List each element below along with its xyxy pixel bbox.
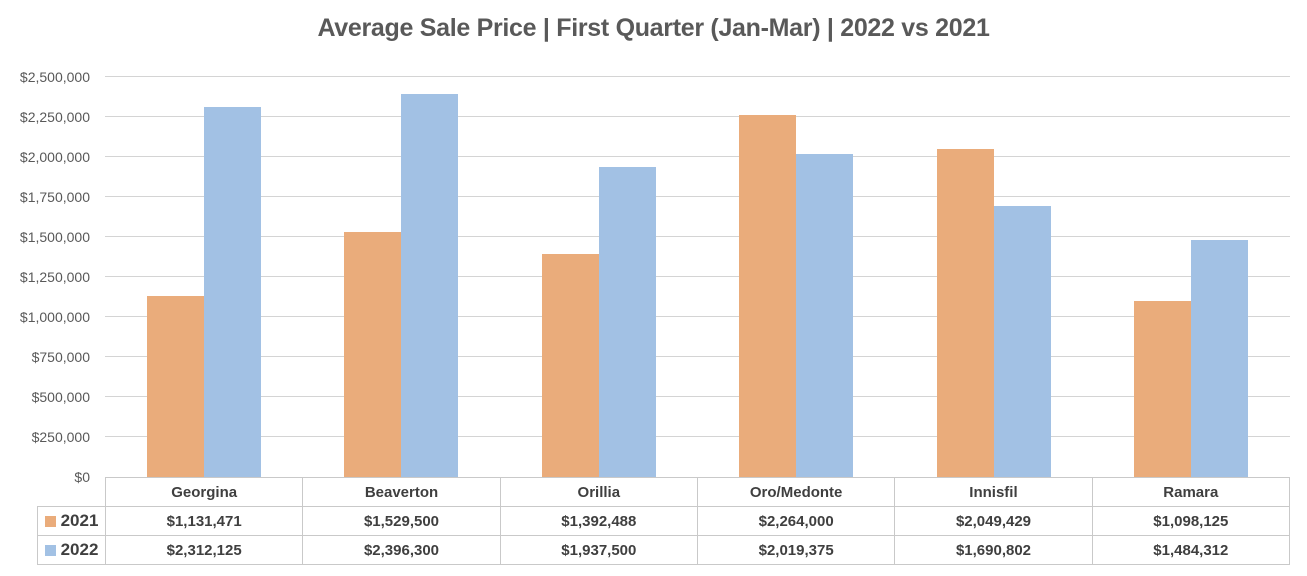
value-2022-innisfil: $1,690,802 xyxy=(894,535,1093,565)
bar-2021-orillia xyxy=(541,254,599,477)
bar-group-orillia xyxy=(500,77,698,477)
bar-2022-innisfil xyxy=(993,206,1051,477)
bar-2021-oro-medonte xyxy=(739,115,797,477)
gridline xyxy=(105,316,1290,317)
value-2022-beaverton: $2,396,300 xyxy=(302,535,501,565)
y-axis-tick-label: $2,250,000 xyxy=(19,109,90,125)
bar-group-ramara xyxy=(1093,77,1291,477)
bar-2021-innisfil xyxy=(936,149,994,477)
gridline xyxy=(105,236,1290,237)
legend-key-2022: 2022 xyxy=(37,535,106,565)
value-2021-orillia: $1,392,488 xyxy=(499,506,698,536)
legend-label-2022: 2022 xyxy=(60,540,99,559)
y-axis-tick-label: $0 xyxy=(74,469,90,485)
y-axis-tick-label: $250,000 xyxy=(31,429,90,445)
table-header-row: Georgina Beaverton Orillia Oro/Medonte Innis… xyxy=(38,477,1291,507)
category-header-orillia: Orillia xyxy=(499,477,698,507)
value-2021-ramara: $1,098,125 xyxy=(1091,506,1291,536)
gridline xyxy=(105,76,1290,77)
legend-swatch-2021 xyxy=(44,516,56,527)
y-axis-tick-label: $1,500,000 xyxy=(19,229,90,245)
legend-swatch-2022 xyxy=(44,545,56,556)
legend-label-2021: 2021 xyxy=(60,511,99,530)
table-corner-empty xyxy=(38,478,106,507)
bar-2022-orillia xyxy=(598,167,656,477)
gridline xyxy=(105,156,1290,157)
bar-2022-georgina xyxy=(203,107,261,477)
value-2021-beaverton: $1,529,500 xyxy=(302,506,501,536)
gridline xyxy=(105,116,1290,117)
value-2022-georgina: $2,312,125 xyxy=(104,535,304,565)
data-table: Georgina Beaverton Orillia Oro/Medonte Innis… xyxy=(37,477,1291,565)
bar-group-georgina xyxy=(105,77,303,477)
gridline xyxy=(105,276,1290,277)
gridline xyxy=(105,356,1290,357)
value-2021-oro-medonte: $2,264,000 xyxy=(696,506,896,536)
category-header-georgina: Georgina xyxy=(104,477,304,507)
bar-2022-beaverton xyxy=(401,94,459,477)
bar-2021-beaverton xyxy=(344,232,402,477)
bar-group-beaverton xyxy=(303,77,501,477)
table-row-2021: 2021 $1,131,471 $1,529,500 $1,392,488 $2,264… xyxy=(37,506,1291,536)
category-header-beaverton: Beaverton xyxy=(302,477,501,507)
category-header-ramara: Ramara xyxy=(1091,477,1291,507)
category-header-innisfil: Innisfil xyxy=(894,477,1093,507)
chart-title: Average Sale Price | First Quarter (Jan-… xyxy=(317,14,990,42)
value-2021-georgina: $1,131,471 xyxy=(104,506,304,536)
category-header-oro-medonte: Oro/Medonte xyxy=(696,477,896,507)
y-axis-tick-label: $1,000,000 xyxy=(19,309,90,325)
gridline xyxy=(105,196,1290,197)
value-2021-innisfil: $2,049,429 xyxy=(894,506,1093,536)
gridline xyxy=(105,436,1290,437)
bar-group-innisfil xyxy=(895,77,1093,477)
y-axis-tick-label: $1,750,000 xyxy=(19,189,90,205)
y-axis: $0 $250,000 $500,000 $750,000 $1,000,000 $1,2… xyxy=(0,69,90,485)
table-row-2022: 2022 $2,312,125 $2,396,300 $1,937,500 $2,019… xyxy=(37,535,1291,565)
plot-area xyxy=(105,76,1291,477)
y-axis-tick-label: $2,000,000 xyxy=(19,149,90,165)
y-axis-tick-label: $750,000 xyxy=(31,349,90,365)
y-axis-tick-label: $500,000 xyxy=(31,389,90,405)
bar-2021-ramara xyxy=(1134,301,1192,477)
bar-2022-oro-medonte xyxy=(796,154,854,477)
bar-2022-ramara xyxy=(1191,240,1249,477)
bar-2021-georgina xyxy=(146,296,204,477)
bar-group-oro-medonte xyxy=(698,77,896,477)
y-axis-tick-label: $2,500,000 xyxy=(19,69,90,85)
y-axis-tick-label: $1,250,000 xyxy=(19,269,90,285)
value-2022-orillia: $1,937,500 xyxy=(499,535,698,565)
value-2022-oro-medonte: $2,019,375 xyxy=(696,535,896,565)
legend-key-2021: 2021 xyxy=(37,506,106,536)
gridline xyxy=(105,396,1290,397)
value-2022-ramara: $1,484,312 xyxy=(1091,535,1291,565)
